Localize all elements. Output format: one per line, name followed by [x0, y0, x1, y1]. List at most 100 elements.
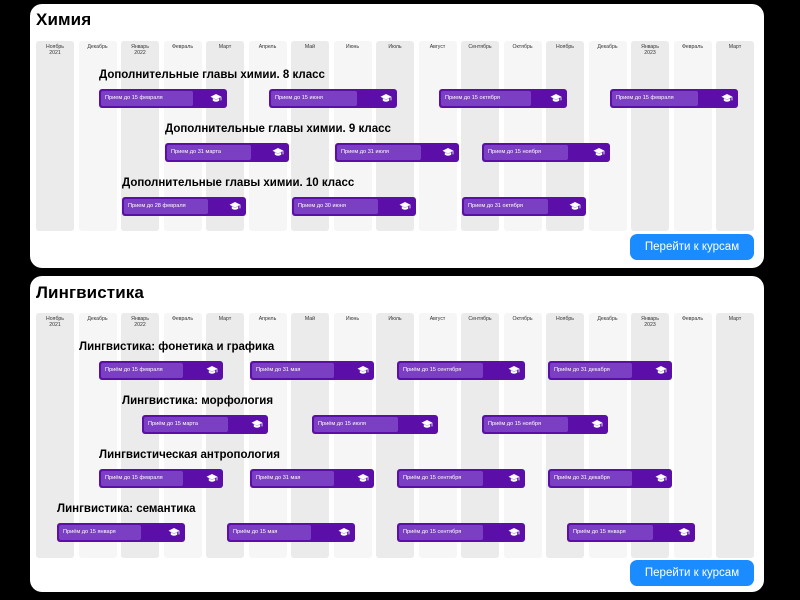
bar-label: Прием до 31 июля	[341, 149, 389, 155]
month-label: Ноябрь 2021	[46, 44, 64, 56]
enrollment-bar[interactable]: Приём до 15 марта	[142, 415, 268, 434]
enrollment-bar[interactable]: Прием до 31 июля	[335, 143, 459, 162]
month-label: Сентябрь	[468, 316, 492, 322]
month-label: Декабрь	[597, 316, 618, 322]
bar-label: Приём до 15 января	[63, 529, 116, 535]
month-label: Апрель	[258, 316, 277, 322]
course-title: Лингвистика: семантика	[57, 503, 196, 515]
month-column: Октябрь	[503, 313, 542, 558]
bar-label: Прием до 31 октября	[468, 203, 523, 209]
course-title: Дополнительные главы химии. 9 класс	[165, 123, 391, 135]
month-column: Декабрь	[78, 41, 117, 231]
bar-label: Прием до 15 июня	[275, 95, 323, 101]
enrollment-bar[interactable]: Прием до 15 октября	[439, 89, 567, 108]
month-column: Июль	[376, 313, 414, 558]
month-column: Февраль	[673, 313, 712, 558]
bar-label: Приём до 15 сентября	[403, 475, 462, 481]
month-label: Апрель	[258, 44, 277, 50]
enrollment-bar[interactable]: Приём до 15 мая	[227, 523, 355, 542]
month-label: Февраль	[171, 316, 194, 322]
bar-label: Приём до 15 февраля	[105, 475, 163, 481]
month-label: Февраль	[681, 44, 704, 50]
linguistics-card: Лингвистика Ноябрь 2021 Декабрь Январь 202…	[30, 276, 764, 592]
month-column: Январь 2023	[631, 41, 669, 231]
month-label: Май	[304, 44, 316, 50]
bar-label: Приём до 31 декабря	[554, 367, 610, 373]
enrollment-bar[interactable]: Прием до 15 ноября	[482, 143, 610, 162]
bar-label: Прием до 31 марта	[171, 149, 222, 155]
enrollment-bar[interactable]: Приём до 15 сентября	[397, 361, 525, 380]
graduation-cap-icon	[550, 94, 562, 102]
month-column: Ноябрь 2021	[36, 313, 74, 558]
bar-label: Приём до 31 мая	[256, 475, 301, 481]
month-label: Март	[728, 44, 742, 50]
month-label: Март	[728, 316, 742, 322]
graduation-cap-icon	[206, 474, 218, 482]
enrollment-bar[interactable]: Прием до 30 июня	[292, 197, 416, 216]
course-title: Лингвистическая антропология	[99, 449, 280, 461]
month-column: Ноябрь	[546, 313, 584, 558]
enrollment-bar[interactable]: Приём до 15 февраля	[99, 361, 223, 380]
enrollment-bar[interactable]: Приём до 15 сентября	[397, 523, 525, 542]
month-column: Январь 2023	[631, 313, 669, 558]
month-column: Март	[206, 313, 244, 558]
enrollment-bar[interactable]: Прием до 15 февраля	[610, 89, 738, 108]
month-label: Август	[429, 44, 446, 50]
chemistry-card: Химия Ноябрь 2021 Декабрь Январь 2022 Февра…	[30, 4, 764, 268]
month-label: Январь 2023	[641, 44, 659, 56]
enrollment-bar[interactable]: Приём до 15 января	[57, 523, 185, 542]
go-to-courses-button[interactable]: Перейти к курсам	[630, 234, 754, 260]
enrollment-bar[interactable]: Прием до 15 февраля	[99, 89, 227, 108]
month-label: Июль	[388, 316, 402, 322]
month-label: Февраль	[171, 44, 194, 50]
month-column: Декабрь	[78, 313, 117, 558]
graduation-cap-icon	[357, 474, 369, 482]
bar-label: Приём до 15 июля	[318, 421, 366, 427]
graduation-cap-icon	[721, 94, 733, 102]
enrollment-bar[interactable]: Приём до 15 сентября	[397, 469, 525, 488]
graduation-cap-icon	[508, 474, 520, 482]
month-label: Декабрь	[597, 44, 618, 50]
month-label: Октябрь	[512, 316, 533, 322]
enrollment-bar[interactable]: Приём до 31 декабря	[548, 469, 672, 488]
enrollment-bar[interactable]: Приём до 15 января	[567, 523, 695, 542]
bar-label: Прием до 15 октября	[445, 95, 500, 101]
month-column: Март	[716, 313, 754, 558]
graduation-cap-icon	[508, 366, 520, 374]
graduation-cap-icon	[655, 474, 667, 482]
month-label: Сентябрь	[468, 44, 492, 50]
bar-label: Приём до 15 февраля	[105, 367, 163, 373]
enrollment-bar[interactable]: Приём до 31 мая	[250, 469, 374, 488]
month-column: Сентябрь	[461, 313, 499, 558]
graduation-cap-icon	[591, 420, 603, 428]
course-title: Дополнительные главы химии. 8 класс	[99, 69, 325, 81]
month-label: Март	[218, 316, 232, 322]
graduation-cap-icon	[593, 148, 605, 156]
section-title: Химия	[36, 10, 92, 29]
graduation-cap-icon	[206, 366, 218, 374]
month-column: Декабрь	[588, 313, 627, 558]
graduation-cap-icon	[380, 94, 392, 102]
enrollment-bar[interactable]: Приём до 31 декабря	[548, 361, 672, 380]
month-label: Январь 2022	[131, 44, 149, 56]
enrollment-bar[interactable]: Приём до 15 февраля	[99, 469, 223, 488]
month-label: Август	[429, 316, 446, 322]
month-label: Ноябрь 2021	[46, 316, 64, 328]
month-column: Март	[716, 41, 754, 231]
enrollment-bar[interactable]: Приём до 15 июля	[312, 415, 438, 434]
month-column: Декабрь	[588, 41, 627, 231]
month-column: Август	[418, 41, 457, 231]
graduation-cap-icon	[210, 94, 222, 102]
enrollment-bar[interactable]: Прием до 15 июня	[269, 89, 397, 108]
go-to-courses-button[interactable]: Перейти к курсам	[630, 560, 754, 586]
enrollment-bar[interactable]: Приём до 31 мая	[250, 361, 374, 380]
month-label: Март	[218, 44, 232, 50]
month-label: Май	[304, 316, 316, 322]
month-label: Декабрь	[87, 316, 108, 322]
graduation-cap-icon	[655, 366, 667, 374]
enrollment-bar[interactable]: Прием до 28 февраля	[122, 197, 246, 216]
enrollment-bar[interactable]: Прием до 31 октября	[462, 197, 586, 216]
graduation-cap-icon	[678, 528, 690, 536]
enrollment-bar[interactable]: Приём до 15 ноября	[482, 415, 608, 434]
enrollment-bar[interactable]: Прием до 31 марта	[165, 143, 289, 162]
